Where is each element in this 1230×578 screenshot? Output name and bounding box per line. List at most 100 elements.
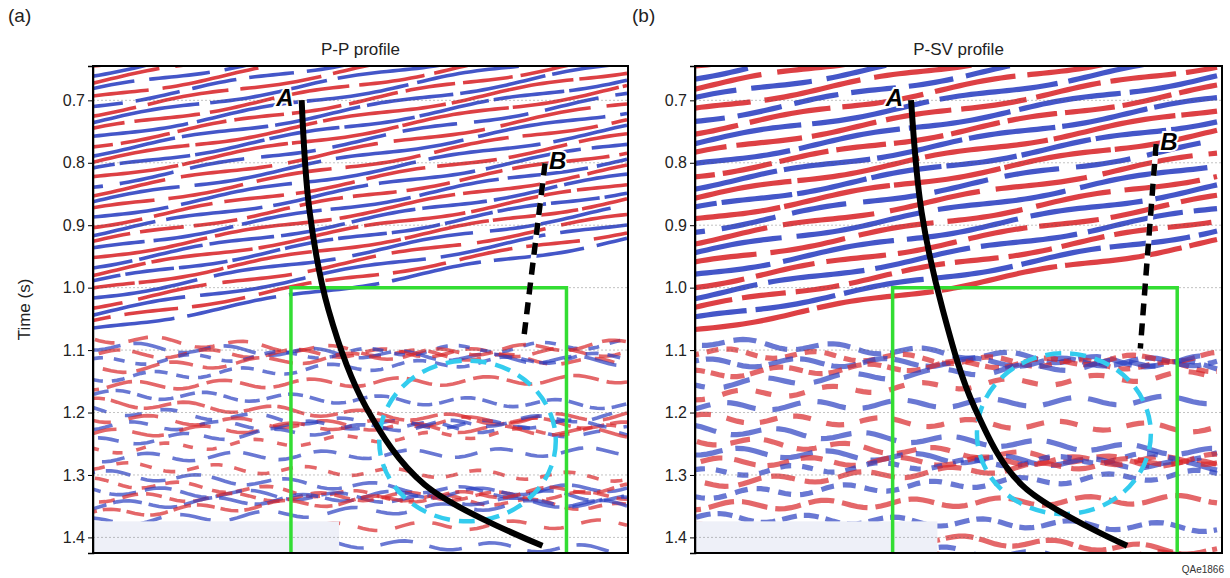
plot-background xyxy=(695,66,1222,553)
seismic-event xyxy=(93,376,627,390)
tick-label: 1.1 xyxy=(63,342,85,359)
y-tick: 0.9 xyxy=(63,217,93,234)
tick-label: 1.3 xyxy=(665,467,687,484)
seismic-event xyxy=(93,215,627,309)
seismic-event xyxy=(93,86,627,177)
panel-title: P-SV profile xyxy=(913,40,1004,59)
seismic-event xyxy=(93,408,627,437)
tick-mark xyxy=(690,475,695,476)
tick-label: 0.9 xyxy=(63,217,85,234)
grid-line xyxy=(93,412,628,413)
grid-line xyxy=(93,350,628,351)
tick-mark xyxy=(690,163,695,164)
tick-label: 0.8 xyxy=(63,154,85,171)
seismic-event xyxy=(93,478,627,509)
y-axis-line xyxy=(690,67,696,554)
fault-b-base xyxy=(1140,144,1156,349)
y-tick: 1.1 xyxy=(63,342,93,359)
seismic-event xyxy=(695,221,1217,307)
seismic-event xyxy=(93,497,627,525)
tick-mark xyxy=(690,100,695,101)
y-axis: 0.7 0.8 0.9 1.0 1.1 1.2 1.3 1.4 xyxy=(665,67,696,554)
fault-label: B xyxy=(549,147,566,174)
zone-box xyxy=(893,288,1178,553)
seismic-event xyxy=(93,485,627,509)
highlight-circle xyxy=(977,353,1151,514)
y-tick: 1.3 xyxy=(63,467,93,484)
fault-a xyxy=(302,100,543,546)
seismic-event xyxy=(93,185,627,276)
y-axis: 0.70.80.91.01.11.21.31.4 xyxy=(63,67,94,554)
grid-line xyxy=(695,350,1222,351)
seismic-event xyxy=(93,425,627,453)
tick-label: 1.3 xyxy=(63,467,85,484)
tick-label: 0.7 xyxy=(63,92,85,109)
plot-area xyxy=(695,66,1222,553)
seismic-event xyxy=(695,231,1217,317)
tick-label: 1.0 xyxy=(665,279,687,296)
tick-label: 0.9 xyxy=(665,217,687,234)
seismic-event xyxy=(93,353,627,381)
y-tick: 1.0 xyxy=(63,279,93,296)
y-tick: 1.3 xyxy=(665,467,695,484)
fault-b xyxy=(524,163,545,338)
y-tick: 1.2 xyxy=(665,404,695,421)
tick-label: 1.2 xyxy=(665,404,687,421)
grid-line xyxy=(695,412,1222,413)
tick-mark xyxy=(88,225,93,226)
panel-title: P-P profile xyxy=(321,40,400,59)
y-tick: 0.8 xyxy=(63,154,93,171)
tick-mark xyxy=(690,225,695,226)
tick-mark xyxy=(88,100,93,101)
highlight-circle xyxy=(379,361,556,522)
tick-mark xyxy=(690,288,695,289)
tick-label: 1.2 xyxy=(63,404,85,421)
figure-id: QAe1866 xyxy=(1182,564,1225,575)
y-tick: 0.9 xyxy=(665,217,695,234)
y-tick: 0.8 xyxy=(665,154,695,171)
y-tick: 1.4 xyxy=(665,529,695,546)
seismic-event xyxy=(93,125,627,217)
tick-mark xyxy=(690,537,695,538)
y-tick: 0.7 xyxy=(665,92,695,109)
seismic-texture xyxy=(93,66,627,553)
tick-label: 1.1 xyxy=(665,342,687,359)
tick-label: 1.0 xyxy=(63,279,85,296)
grid-line xyxy=(695,162,1222,163)
fault-label: B xyxy=(1160,128,1177,155)
seismic-event xyxy=(93,233,627,321)
tick-mark xyxy=(88,413,93,414)
grid-line xyxy=(93,162,628,163)
tick-mark xyxy=(88,350,93,351)
seismic-event xyxy=(93,484,627,515)
y-tick: 1.0 xyxy=(665,279,695,296)
seismic-event xyxy=(695,414,1217,432)
tick-mark xyxy=(690,413,695,414)
grid-line xyxy=(93,537,628,538)
panel-letter: (a) xyxy=(8,5,31,26)
tick-mark xyxy=(690,350,695,351)
tick-mark xyxy=(88,163,93,164)
seismic-event xyxy=(695,396,1217,410)
grid-line xyxy=(695,225,1222,226)
tick-mark xyxy=(88,475,93,476)
fault-label: A xyxy=(275,84,293,111)
y-tick: 1.1 xyxy=(665,342,695,359)
seismic-event xyxy=(695,240,1217,330)
tick-label: 1.4 xyxy=(665,529,687,546)
fault-label: A xyxy=(885,84,903,111)
seismic-texture xyxy=(695,66,1217,553)
y-axis-line xyxy=(88,67,94,554)
panel-letter: (b) xyxy=(632,5,655,26)
fault-b-base xyxy=(524,163,545,338)
plot-area xyxy=(93,66,628,553)
seismic-event xyxy=(695,496,1217,510)
fault-a xyxy=(911,100,1127,546)
grid-line xyxy=(695,474,1222,475)
seismic-event xyxy=(695,470,1217,498)
seismic-event xyxy=(93,205,627,298)
tick-label: 0.8 xyxy=(665,154,687,171)
figure: 0.70.80.91.01.11.21.31.4P-P profile(a)Ti… xyxy=(0,0,1230,578)
tick-label: 0.7 xyxy=(665,92,687,109)
seismic-event xyxy=(93,225,627,315)
